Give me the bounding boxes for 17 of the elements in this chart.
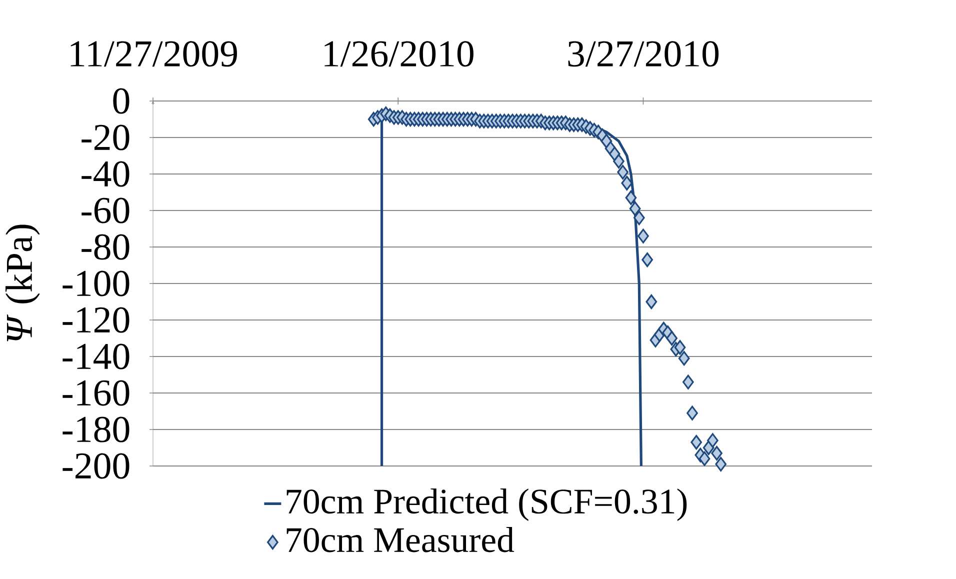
x-tick-label: 3/27/2010 — [568, 41, 719, 67]
y-tick-label: -40 — [82, 161, 130, 187]
y-tick-label: -20 — [82, 124, 130, 150]
y-tick-label: -80 — [82, 234, 130, 260]
y-tick-label: -140 — [62, 344, 130, 370]
y-axis-title: Ψ (kPa) — [6, 224, 40, 342]
y-tick-label: -200 — [62, 453, 130, 479]
y-tick-label: -100 — [62, 270, 130, 296]
y-tick-label: -60 — [82, 198, 130, 224]
x-tick-label: 11/27/2009 — [70, 41, 237, 67]
x-tick-label: 1/26/2010 — [324, 41, 474, 67]
legend-label: 70cm Predicted (SCF=0.31) — [286, 488, 687, 521]
y-tick-label: -160 — [62, 380, 130, 406]
y-tick-label: -120 — [62, 307, 130, 333]
legend-label: 70cm Measured — [286, 526, 514, 552]
y-tick-label: -180 — [62, 416, 130, 442]
y-tick-label: 0 — [113, 88, 130, 114]
